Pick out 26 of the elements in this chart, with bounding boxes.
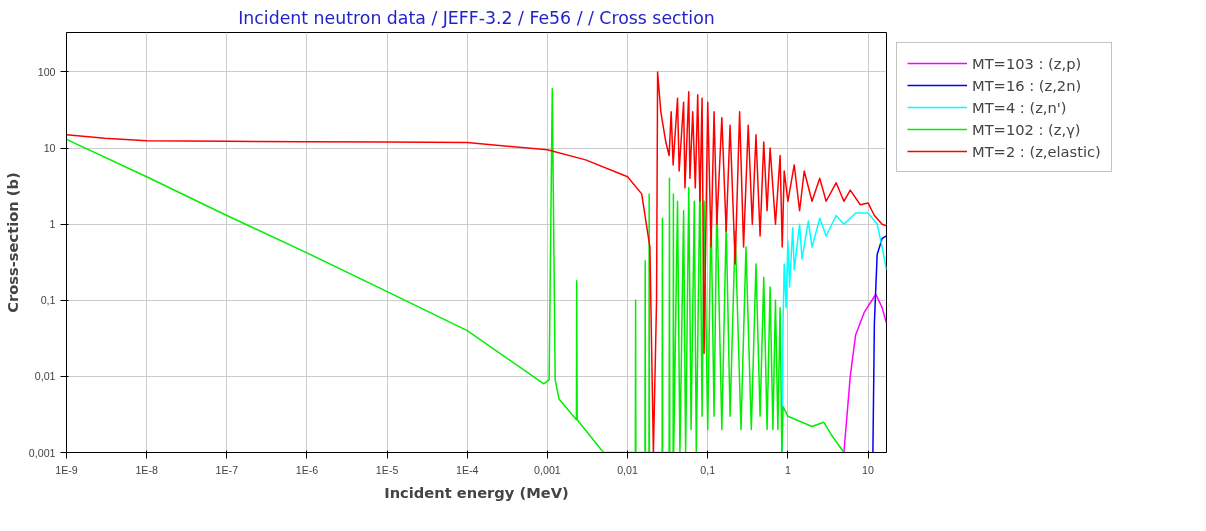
legend-label: MT=4 : (z,n') bbox=[972, 98, 1067, 116]
x-tick-label: 1E-4 bbox=[456, 463, 479, 476]
y-tick-label: 10 bbox=[43, 142, 56, 155]
legend-label: MT=102 : (z,γ) bbox=[972, 120, 1081, 138]
x-tick-label: 10 bbox=[862, 463, 875, 476]
legend-label: MT=2 : (z,elastic) bbox=[972, 142, 1101, 160]
x-axis-title: Incident energy (MeV) bbox=[384, 483, 569, 501]
y-axis-title: Cross-section (b) bbox=[3, 172, 21, 313]
x-tick-label: 1E-5 bbox=[375, 463, 399, 476]
legend-label: MT=16 : (z,2n) bbox=[972, 76, 1082, 94]
y-tick-label: 1 bbox=[49, 218, 56, 231]
x-tick-label: 0,01 bbox=[617, 463, 639, 476]
x-tick-label: 1E-9 bbox=[55, 463, 78, 476]
y-tick-label: 100 bbox=[37, 65, 56, 78]
x-tick-label: 0,1 bbox=[700, 463, 716, 476]
x-tick-label: 1 bbox=[784, 463, 791, 476]
legend-label: MT=103 : (z,p) bbox=[972, 54, 1082, 72]
y-tick-label: 0,1 bbox=[40, 294, 56, 307]
x-tick-label: 1E-6 bbox=[295, 463, 319, 476]
chart-title: Incident neutron data / JEFF-3.2 / Fe56 / / Cross section bbox=[238, 7, 715, 28]
x-tick-label: 1E-7 bbox=[215, 463, 239, 476]
x-tick-label: 0,001 bbox=[534, 463, 561, 476]
line-series bbox=[872, 235, 887, 453]
y-tick-label: 0,01 bbox=[34, 370, 56, 383]
y-tick-label: 0,001 bbox=[28, 446, 56, 459]
x-tick-label: 1E-8 bbox=[135, 463, 158, 476]
